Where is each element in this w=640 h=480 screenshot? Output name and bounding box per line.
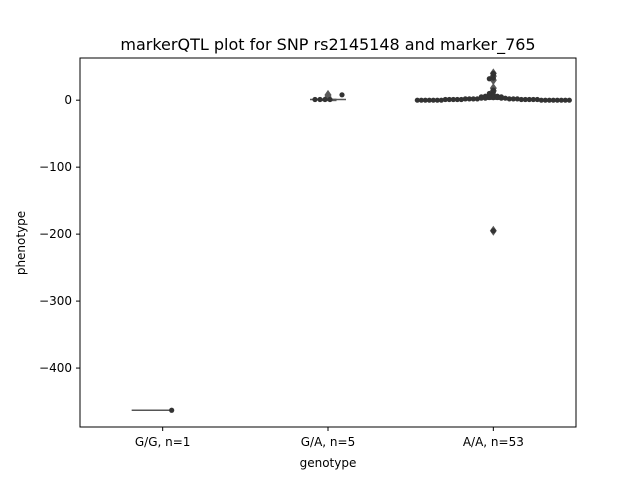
data-point bbox=[466, 96, 472, 102]
data-point bbox=[490, 228, 496, 234]
data-point bbox=[442, 96, 448, 103]
data-point bbox=[506, 96, 512, 102]
data-point bbox=[422, 97, 428, 103]
y-tick-label: −200 bbox=[39, 227, 72, 241]
data-point bbox=[462, 96, 468, 102]
data-point bbox=[498, 95, 504, 101]
data-point bbox=[458, 96, 464, 103]
data-point bbox=[534, 96, 540, 103]
y-axis-label: phenotype bbox=[14, 211, 28, 275]
y-tick-label: 0 bbox=[64, 93, 72, 107]
data-point bbox=[438, 97, 444, 103]
x-tick-label: G/G, n=1 bbox=[135, 435, 191, 449]
data-point bbox=[522, 96, 528, 103]
data-point bbox=[554, 97, 560, 103]
data-point bbox=[510, 96, 516, 102]
data-point bbox=[558, 97, 564, 103]
data-point bbox=[486, 76, 492, 82]
data-point bbox=[562, 97, 568, 103]
y-tick-label: −400 bbox=[39, 361, 72, 375]
data-point bbox=[426, 97, 432, 103]
data-point bbox=[550, 97, 556, 103]
x-tick-label: G/A, n=5 bbox=[301, 435, 355, 449]
data-point bbox=[312, 96, 318, 103]
x-axis-label: genotype bbox=[300, 456, 357, 470]
data-point bbox=[169, 407, 175, 413]
data-point bbox=[566, 97, 572, 103]
data-point bbox=[327, 96, 333, 103]
group-2 bbox=[414, 68, 572, 236]
data-point bbox=[450, 96, 456, 103]
data-point bbox=[514, 96, 520, 102]
y-tick-label: −300 bbox=[39, 294, 72, 308]
plot-frame bbox=[79, 57, 577, 428]
data-point bbox=[530, 96, 536, 103]
data-point bbox=[486, 94, 492, 101]
y-axis: 0 −100 −200 −300 −400 bbox=[39, 93, 80, 375]
data-point bbox=[322, 96, 328, 103]
data-point bbox=[482, 95, 488, 101]
group-1 bbox=[310, 89, 346, 103]
data-point bbox=[526, 96, 532, 103]
data-point bbox=[474, 96, 480, 102]
data-point bbox=[518, 96, 524, 103]
data-point bbox=[538, 97, 544, 103]
data-point bbox=[434, 97, 440, 103]
data-point bbox=[418, 97, 424, 103]
data-point bbox=[339, 92, 345, 98]
data-point bbox=[478, 95, 484, 101]
y-tick-label: −100 bbox=[39, 160, 72, 174]
data-point bbox=[446, 96, 452, 103]
x-axis: G/G, n=1 G/A, n=5 A/A, n=53 bbox=[135, 427, 524, 449]
data-point bbox=[502, 95, 508, 101]
data-point bbox=[494, 94, 500, 101]
data-point bbox=[490, 75, 496, 81]
x-tick-label: A/A, n=53 bbox=[463, 435, 524, 449]
data-point bbox=[454, 96, 460, 103]
data-point bbox=[470, 96, 476, 102]
data-point bbox=[546, 97, 552, 103]
data-point bbox=[490, 94, 496, 101]
data-point bbox=[430, 97, 436, 103]
group-0 bbox=[131, 407, 175, 413]
data-point bbox=[542, 97, 548, 103]
plot-area bbox=[131, 68, 572, 413]
chart-title: markerQTL plot for SNP rs2145148 and mar… bbox=[120, 35, 535, 55]
data-point bbox=[414, 97, 420, 103]
data-point bbox=[317, 96, 323, 103]
